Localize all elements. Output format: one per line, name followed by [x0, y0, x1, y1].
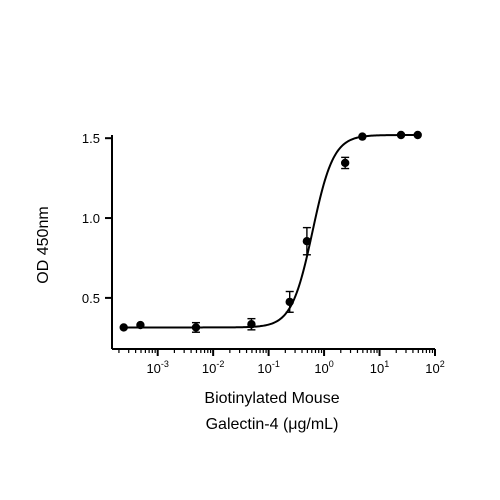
y-axis: 0.5 1.0 1.5 [82, 131, 113, 349]
x-tick-label: 10-1 [257, 359, 279, 376]
y-axis-title: OD 450nm [35, 206, 52, 283]
x-tick-label: 102 [425, 359, 444, 376]
point-marker [340, 158, 350, 168]
data-point [136, 320, 145, 330]
point-marker [285, 297, 294, 307]
point-marker [302, 237, 312, 246]
point-marker [358, 132, 367, 141]
point-marker [119, 323, 128, 332]
x-tick-label: 100 [314, 359, 333, 376]
x-axis-title-line-1: Biotinylated Mouse [204, 390, 339, 407]
data-point [285, 290, 294, 313]
y-tick-label: 1.5 [82, 131, 100, 146]
data-point [340, 156, 350, 170]
data-point [247, 317, 256, 331]
point-marker [396, 130, 406, 140]
y-tick-label: 1.0 [82, 211, 100, 226]
x-tick-label: 101 [370, 359, 389, 376]
data-points [119, 130, 422, 333]
point-marker [247, 320, 256, 329]
data-point [119, 323, 128, 332]
point-marker [136, 320, 145, 330]
y-tick-label: 0.5 [82, 291, 100, 306]
data-point [358, 132, 367, 141]
data-point [302, 226, 312, 256]
x-axis-title-line-2: Galectin-4 (μg/mL) [206, 416, 339, 433]
point-marker [191, 323, 201, 332]
x-axis: 10-3 10-2 10-1 100 101 102 [112, 348, 445, 376]
data-point [396, 130, 406, 140]
fit-curve [123, 134, 419, 329]
data-point [191, 321, 201, 333]
point-marker [413, 130, 422, 140]
x-tick-label: 10-3 [146, 359, 168, 376]
data-point [413, 130, 422, 140]
x-tick-label: 10-2 [202, 359, 224, 376]
